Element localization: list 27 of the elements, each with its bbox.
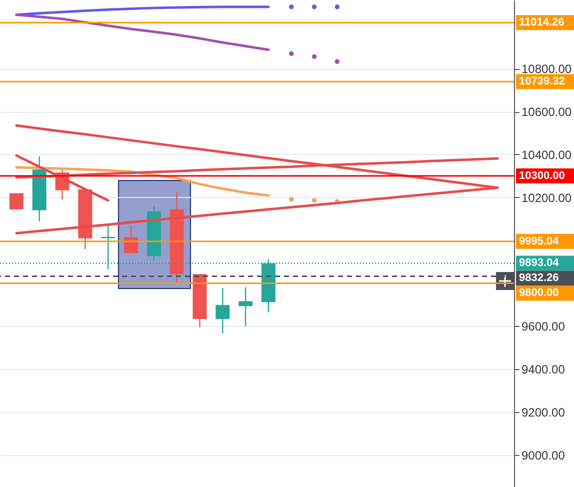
y-tick-label: 10800.00 xyxy=(522,62,572,76)
point xyxy=(289,4,294,10)
ref-line-label: 9800.00 xyxy=(519,287,559,300)
point xyxy=(312,4,317,10)
ref-line-label: 9893.04 xyxy=(519,257,560,270)
ref-line-label: 11014.26 xyxy=(519,16,564,29)
y-tick-label: 10400.00 xyxy=(522,148,572,162)
y-tick-label: 9400.00 xyxy=(522,362,566,377)
y-tick-label: 9600.00 xyxy=(522,320,566,334)
line-series xyxy=(15,14,270,52)
y-tick-label: 10200.00 xyxy=(522,190,572,205)
candlestick xyxy=(238,286,253,327)
point xyxy=(334,59,340,64)
point xyxy=(312,198,317,203)
y-tick-label: 9200.00 xyxy=(522,405,566,420)
candlestick xyxy=(216,288,230,334)
ref-line-label: 9832.26 xyxy=(519,272,559,284)
y-tick-label: 10600.00 xyxy=(522,105,572,120)
point xyxy=(312,54,317,59)
y-tick-label: 9000.00 xyxy=(522,448,566,462)
candlestick xyxy=(9,192,24,210)
ref-line-label: 9995.04 xyxy=(519,235,560,248)
point xyxy=(289,51,294,56)
point xyxy=(289,196,294,202)
ref-line-label: 10739.32 xyxy=(519,76,565,88)
point xyxy=(334,4,340,10)
ref-line-label: 10300.00 xyxy=(519,170,565,182)
